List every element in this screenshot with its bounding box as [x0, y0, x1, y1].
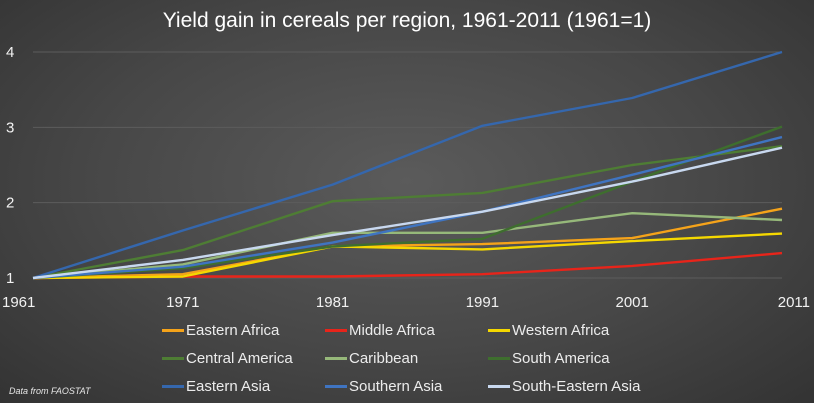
legend-swatch: [488, 385, 510, 388]
gridlines: [33, 51, 782, 279]
legend: Eastern Africa Middle Africa Western Afric…: [162, 320, 658, 397]
legend-item-caribbean: Caribbean: [325, 348, 488, 369]
legend-label: South America: [512, 350, 610, 367]
series-line-south-eastern-asia: [32, 146, 783, 280]
y-tick-label: 1: [6, 270, 14, 287]
series-line-western-africa: [32, 232, 783, 280]
x-tick-label: 2001: [616, 294, 649, 311]
y-tick-label: 2: [6, 195, 14, 212]
legend-label: Eastern Asia: [186, 378, 271, 395]
legend-item-eastern-asia: Eastern Asia: [162, 376, 325, 397]
x-tick-label: 2011: [778, 294, 810, 311]
legend-swatch: [162, 357, 184, 360]
x-axis-ticks: 1961 1971 1981 1991 2001 2011: [2, 294, 810, 311]
legend-label: Middle Africa: [349, 322, 435, 339]
y-tick-label: 4: [6, 44, 14, 61]
series-line-central-america: [32, 145, 783, 280]
source-note: Data from FAOSTAT: [9, 386, 91, 396]
legend-label: Eastern Africa: [186, 322, 280, 339]
x-tick-label: 1991: [466, 294, 499, 311]
legend-label: Western Africa: [512, 322, 610, 339]
x-tick-label: 1971: [166, 294, 199, 311]
y-tick-label: 3: [6, 119, 14, 136]
legend-label: Southern Asia: [349, 378, 443, 395]
legend-item-south-america: South America: [488, 348, 658, 369]
x-tick-label: 1961: [2, 294, 35, 311]
legend-item-eastern-africa: Eastern Africa: [162, 320, 325, 341]
legend-label: Caribbean: [349, 350, 419, 367]
chart-title: Yield gain in cereals per region, 1961-2…: [162, 9, 652, 32]
legend-label: South-Eastern Asia: [512, 378, 641, 395]
legend-swatch: [325, 329, 347, 332]
legend-item-western-africa: Western Africa: [488, 320, 658, 341]
series-line-eastern-asia: [32, 50, 783, 280]
legend-swatch: [488, 357, 510, 360]
legend-item-south-eastern-asia: South-Eastern Asia: [488, 376, 658, 397]
legend-swatch: [325, 385, 347, 388]
x-tick-label: 1981: [316, 294, 349, 311]
series-line-southern-asia: [32, 135, 783, 280]
series-line-caribbean: [32, 211, 783, 280]
legend-swatch: [325, 357, 347, 360]
legend-item-southern-asia: Southern Asia: [325, 376, 488, 397]
legend-item-central-america: Central America: [162, 348, 325, 369]
series-line-south-america: [32, 125, 783, 280]
series-line-eastern-africa: [32, 207, 783, 280]
legend-label: Central America: [186, 350, 293, 367]
legend-item-middle-africa: Middle Africa: [325, 320, 488, 341]
legend-swatch: [162, 329, 184, 332]
legend-swatch: [162, 385, 184, 388]
series-lines: [32, 50, 783, 280]
y-axis-ticks: 1 2 3 4: [6, 44, 14, 287]
legend-swatch: [488, 329, 510, 332]
